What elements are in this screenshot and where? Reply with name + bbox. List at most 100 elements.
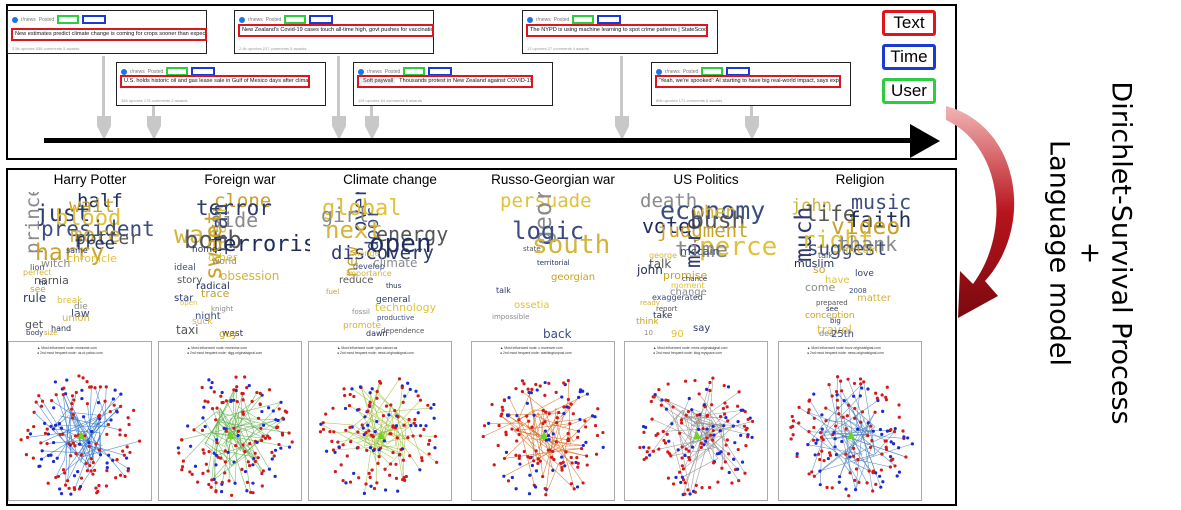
post-card[interactable]: r/news Posted Soft paywall Thousands protes…: [353, 62, 553, 106]
network-edge: [568, 380, 571, 446]
network-node: [739, 408, 743, 412]
network-node: [366, 423, 370, 427]
network-node: [546, 448, 550, 452]
post-card[interactable]: r/news Posted New estimates predict climat…: [7, 10, 207, 54]
network-node: [115, 410, 119, 414]
network-node: [547, 381, 551, 385]
network-node: [688, 458, 692, 462]
cloud-word: energy: [376, 222, 449, 246]
network-node: [258, 402, 262, 406]
cloud-word: perfect: [23, 268, 52, 277]
network-node: [807, 430, 811, 434]
cloud-word: hand: [51, 324, 72, 333]
network-node: [733, 441, 737, 445]
cloud-word: open: [180, 299, 198, 307]
network-node: [888, 465, 892, 469]
network-edge: [67, 435, 73, 481]
network-node: [373, 430, 377, 434]
network-node: [105, 461, 109, 465]
network-node: [897, 415, 901, 419]
network-node: [186, 424, 190, 428]
network-node: [681, 467, 686, 471]
network-node: [895, 474, 899, 478]
network-node: [333, 450, 337, 454]
subreddit-name: r/news: [248, 16, 263, 23]
cloud-word: break: [57, 296, 83, 306]
network-node: [362, 491, 367, 495]
network-edge: [40, 414, 102, 444]
cloud-word: knight: [211, 305, 234, 313]
network-node: [726, 419, 730, 423]
network-node: [807, 472, 811, 476]
network-node: [420, 456, 424, 460]
network-node: [871, 429, 875, 433]
cloud-word: when: [693, 202, 737, 223]
network-node: [844, 427, 848, 431]
network-node: [212, 390, 216, 394]
post-title: New Zealand's Covid-19 cases touch all-t…: [242, 27, 434, 33]
post-card[interactable]: r/news Posted The NYPD is using machine le…: [522, 10, 718, 54]
cloud-word: take: [653, 311, 673, 321]
network-node: [409, 423, 413, 428]
network-node: [560, 395, 564, 399]
network-edge: [376, 378, 400, 413]
network-node: [234, 375, 238, 379]
network-node: [711, 428, 715, 433]
network-node: [433, 434, 438, 438]
network-node: [828, 451, 832, 455]
network-edge: [537, 409, 545, 464]
network-node: [46, 432, 51, 436]
network-node: [897, 470, 902, 474]
network-node: [119, 392, 123, 396]
network-node: [543, 486, 547, 491]
network-node: [593, 415, 597, 419]
cloud-word: back: [543, 327, 572, 341]
post-card[interactable]: r/news Posted 'Yeah, we're spooked': AI st…: [651, 62, 851, 106]
post-card[interactable]: r/news Posted U.S. holds historic oil and …: [116, 62, 326, 106]
network-node: [391, 424, 395, 428]
network-node: [245, 489, 249, 493]
network-node: [858, 377, 863, 381]
cloud-word: fix: [39, 279, 48, 287]
network-node: [126, 416, 130, 420]
network-edge: [33, 412, 90, 465]
word-cloud: cloneterrordarksideiranwarbombterrorisms…: [170, 192, 310, 342]
network-edge: [844, 417, 887, 442]
network-node: [601, 445, 605, 449]
network-node: [789, 437, 793, 441]
network-node: [348, 392, 352, 397]
network-node: [897, 403, 901, 407]
network-edge: [808, 431, 867, 436]
network-edge: [104, 386, 107, 427]
network-node: [281, 416, 285, 420]
post-stats: 386 upvotes 178 comments 2 awards: [121, 98, 188, 103]
network-node: [37, 464, 41, 468]
network-node: [666, 382, 670, 386]
network-node: [96, 489, 100, 493]
network-graph: [318, 377, 439, 495]
cloud-word: exaggerated: [652, 293, 703, 302]
cloud-word: time: [675, 238, 728, 263]
cloud-word: west: [222, 329, 244, 339]
network-node: [818, 469, 822, 473]
network-node: [699, 445, 703, 449]
network-node: [694, 483, 698, 487]
cloud-word: body: [26, 329, 44, 337]
network-edge: [64, 395, 73, 460]
post-card[interactable]: r/news Posted New Zealand's Covid-19 cases…: [234, 10, 434, 54]
network-node: [736, 447, 740, 452]
network-node: [555, 416, 559, 420]
network-node: [642, 445, 646, 449]
network-edge: [689, 409, 693, 458]
network-edge: [230, 394, 263, 419]
network-node: [259, 426, 263, 430]
network-node: [206, 400, 210, 404]
cloud-word: promote: [343, 321, 382, 331]
network-node: [333, 469, 337, 474]
network-edge: [65, 393, 91, 444]
network-node: [394, 462, 398, 466]
network-node: [104, 484, 109, 488]
network-node: [226, 450, 230, 454]
network-node: [830, 486, 834, 490]
network-node: [884, 439, 888, 443]
